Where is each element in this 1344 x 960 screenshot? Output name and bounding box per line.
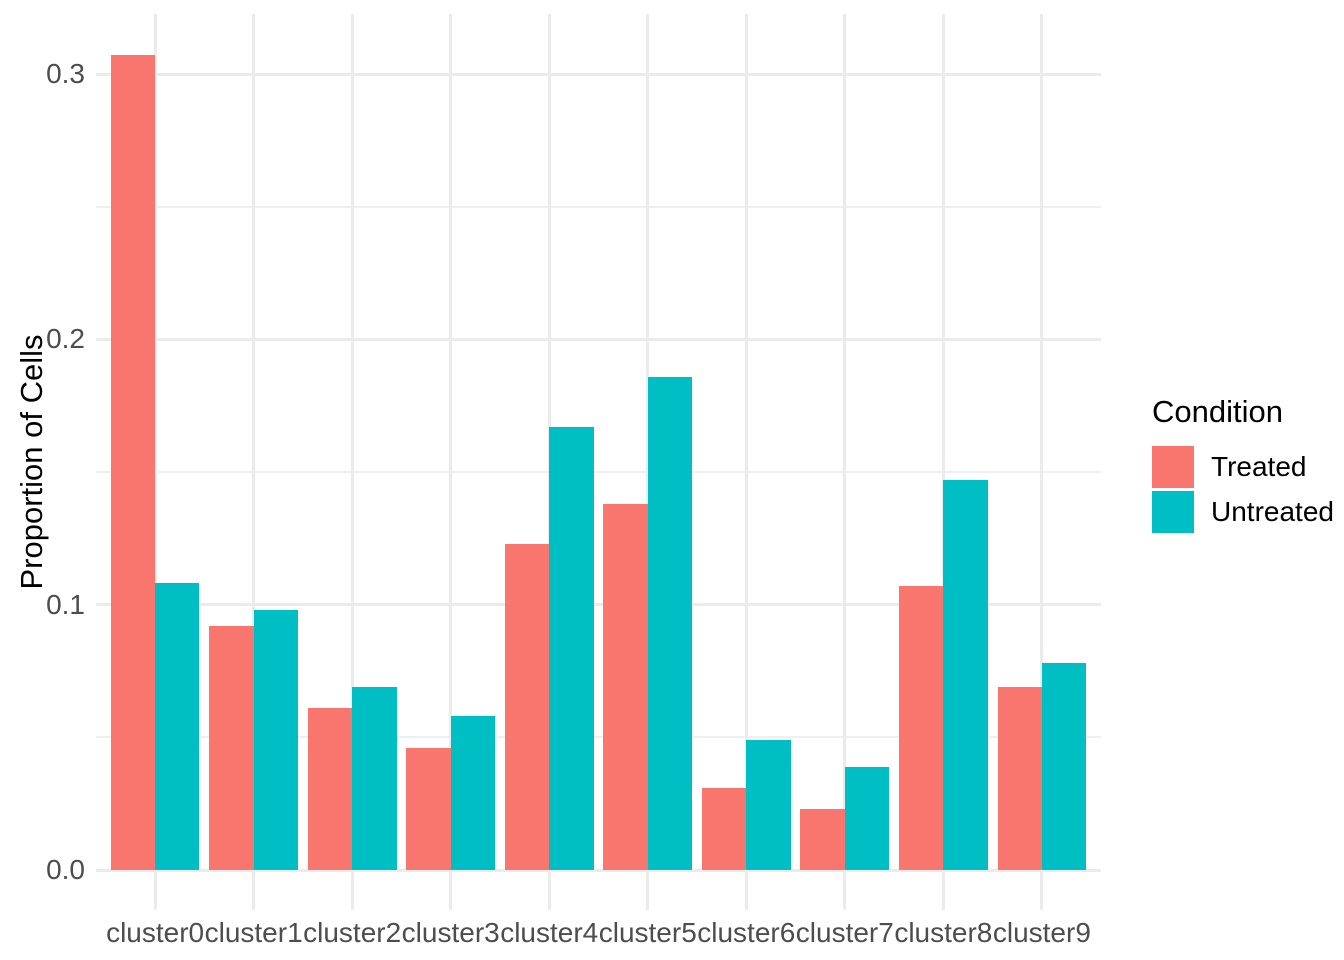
bar-treated-cluster2 <box>307 708 353 871</box>
gridline-major-y-0.3 <box>96 72 1101 76</box>
x-tick-label-cluster5: cluster5 <box>598 917 697 948</box>
y-tick-label-0.3: 0.3 <box>46 58 85 90</box>
x-tick-label-cluster9: cluster9 <box>992 917 1091 948</box>
x-tick-label-cluster0: cluster0 <box>106 917 205 948</box>
x-tick-label-cluster7: cluster7 <box>795 917 894 948</box>
gridline-major-y-0.2 <box>96 337 1101 341</box>
legend-item-treated: Treated <box>1152 444 1334 489</box>
legend-item-untreated: Untreated <box>1152 489 1334 534</box>
gridline-x-cluster2 <box>350 14 354 910</box>
x-tick-label-cluster3: cluster3 <box>401 917 500 948</box>
bar-treated-cluster9 <box>997 686 1042 871</box>
bar-untreated-cluster2 <box>352 686 397 871</box>
gridline-x-cluster7 <box>843 14 847 910</box>
bar-untreated-cluster6 <box>746 740 791 871</box>
y-axis-title: Proportion of Cells <box>14 334 49 590</box>
legend-label-treated: Treated <box>1211 450 1307 482</box>
bar-untreated-cluster3 <box>450 716 496 871</box>
bar-treated-cluster6 <box>701 787 747 871</box>
gridline-major-y-0.0 <box>96 868 1101 872</box>
x-tick-label-cluster8: cluster8 <box>894 917 993 948</box>
plot-panel <box>96 14 1101 910</box>
x-tick-label-cluster6: cluster6 <box>697 917 796 948</box>
bar-untreated-cluster4 <box>549 426 594 871</box>
gridline-x-cluster3 <box>449 14 453 910</box>
gridline-x-cluster1 <box>252 14 256 910</box>
gridline-major-y-0.1 <box>96 603 1101 607</box>
bar-untreated-cluster9 <box>1041 663 1087 871</box>
y-tick-label-0.0: 0.0 <box>46 854 85 886</box>
bar-treated-cluster0 <box>110 55 156 871</box>
x-tick-label-cluster4: cluster4 <box>500 917 599 948</box>
gridline-minor-y-0.15 <box>96 471 1101 474</box>
bar-untreated-cluster1 <box>253 610 298 871</box>
gridline-x-cluster8 <box>941 14 945 910</box>
bar-untreated-cluster0 <box>155 583 200 871</box>
legend-key-treated-swatch <box>1152 445 1194 488</box>
y-tick-label-0.1: 0.1 <box>46 588 85 620</box>
y-tick-label-0.2: 0.2 <box>46 323 85 355</box>
legend-key-untreated-swatch <box>1152 490 1194 533</box>
bar-treated-cluster1 <box>209 625 254 871</box>
bar-treated-cluster3 <box>406 747 451 871</box>
x-tick-label-cluster2: cluster2 <box>303 917 402 948</box>
gridline-minor-y-0.25 <box>96 205 1101 208</box>
gridline-minor-y-0.05 <box>96 736 1101 739</box>
legend-title: Condition <box>1152 394 1283 429</box>
gridline-x-cluster0 <box>153 14 157 910</box>
bar-treated-cluster5 <box>603 503 648 871</box>
gridline-x-cluster6 <box>744 14 748 910</box>
bar-untreated-cluster8 <box>943 479 988 871</box>
bar-untreated-cluster5 <box>647 376 693 871</box>
legend-label-untreated: Untreated <box>1211 495 1334 527</box>
x-tick-label-cluster1: cluster1 <box>204 917 303 948</box>
legend: Condition Treated Untreated <box>1152 394 1334 534</box>
gridline-x-cluster9 <box>1040 14 1044 910</box>
bar-treated-cluster7 <box>800 809 845 871</box>
bar-treated-cluster8 <box>899 586 944 871</box>
bar-treated-cluster4 <box>504 543 550 871</box>
bar-untreated-cluster7 <box>844 766 890 871</box>
